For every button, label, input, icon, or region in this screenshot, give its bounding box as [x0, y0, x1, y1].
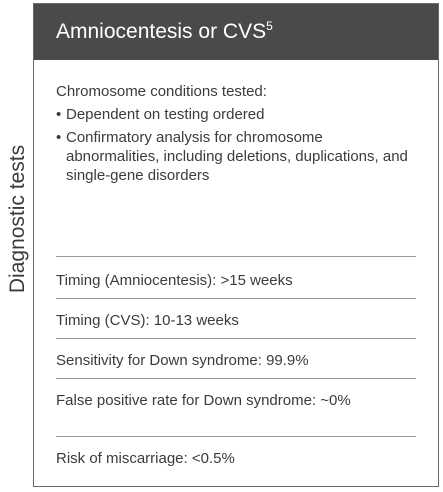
timing-cvs-row: Timing (CVS): 10-13 weeks [56, 298, 416, 338]
side-label: Diagnostic tests [6, 144, 29, 294]
bullet-icon: • [56, 106, 62, 123]
false-positive-rate-row: False positive rate for Down syndrome: ~… [56, 378, 416, 436]
details-rows: Timing (Amniocentesis): >15 weeks Timing… [56, 256, 416, 476]
list-item: • Confirmatory analysis for chromosome a… [56, 128, 416, 185]
sensitivity-row: Sensitivity for Down syndrome: 99.9% [56, 338, 416, 378]
timing-amniocentesis-row: Timing (Amniocentesis): >15 weeks [56, 256, 416, 298]
card-header: Amniocentesis or CVS5 [34, 4, 438, 60]
miscarriage-risk-row: Risk of miscarriage: <0.5% [56, 436, 416, 476]
conditions-section: Chromosome conditions tested: • Dependen… [34, 60, 438, 256]
conditions-list: • Dependent on testing ordered • Confirm… [56, 105, 416, 185]
info-card: Amniocentesis or CVS5 Chromosome conditi… [33, 3, 439, 487]
footnote-reference: 5 [266, 19, 273, 33]
card-title: Amniocentesis or CVS [56, 20, 267, 43]
conditions-heading: Chromosome conditions tested: [56, 83, 267, 100]
list-item-text: Confirmatory analysis for chromosome abn… [66, 129, 408, 184]
bullet-icon: • [56, 129, 62, 146]
list-item: • Dependent on testing ordered [56, 105, 416, 124]
list-item-text: Dependent on testing ordered [66, 106, 265, 123]
